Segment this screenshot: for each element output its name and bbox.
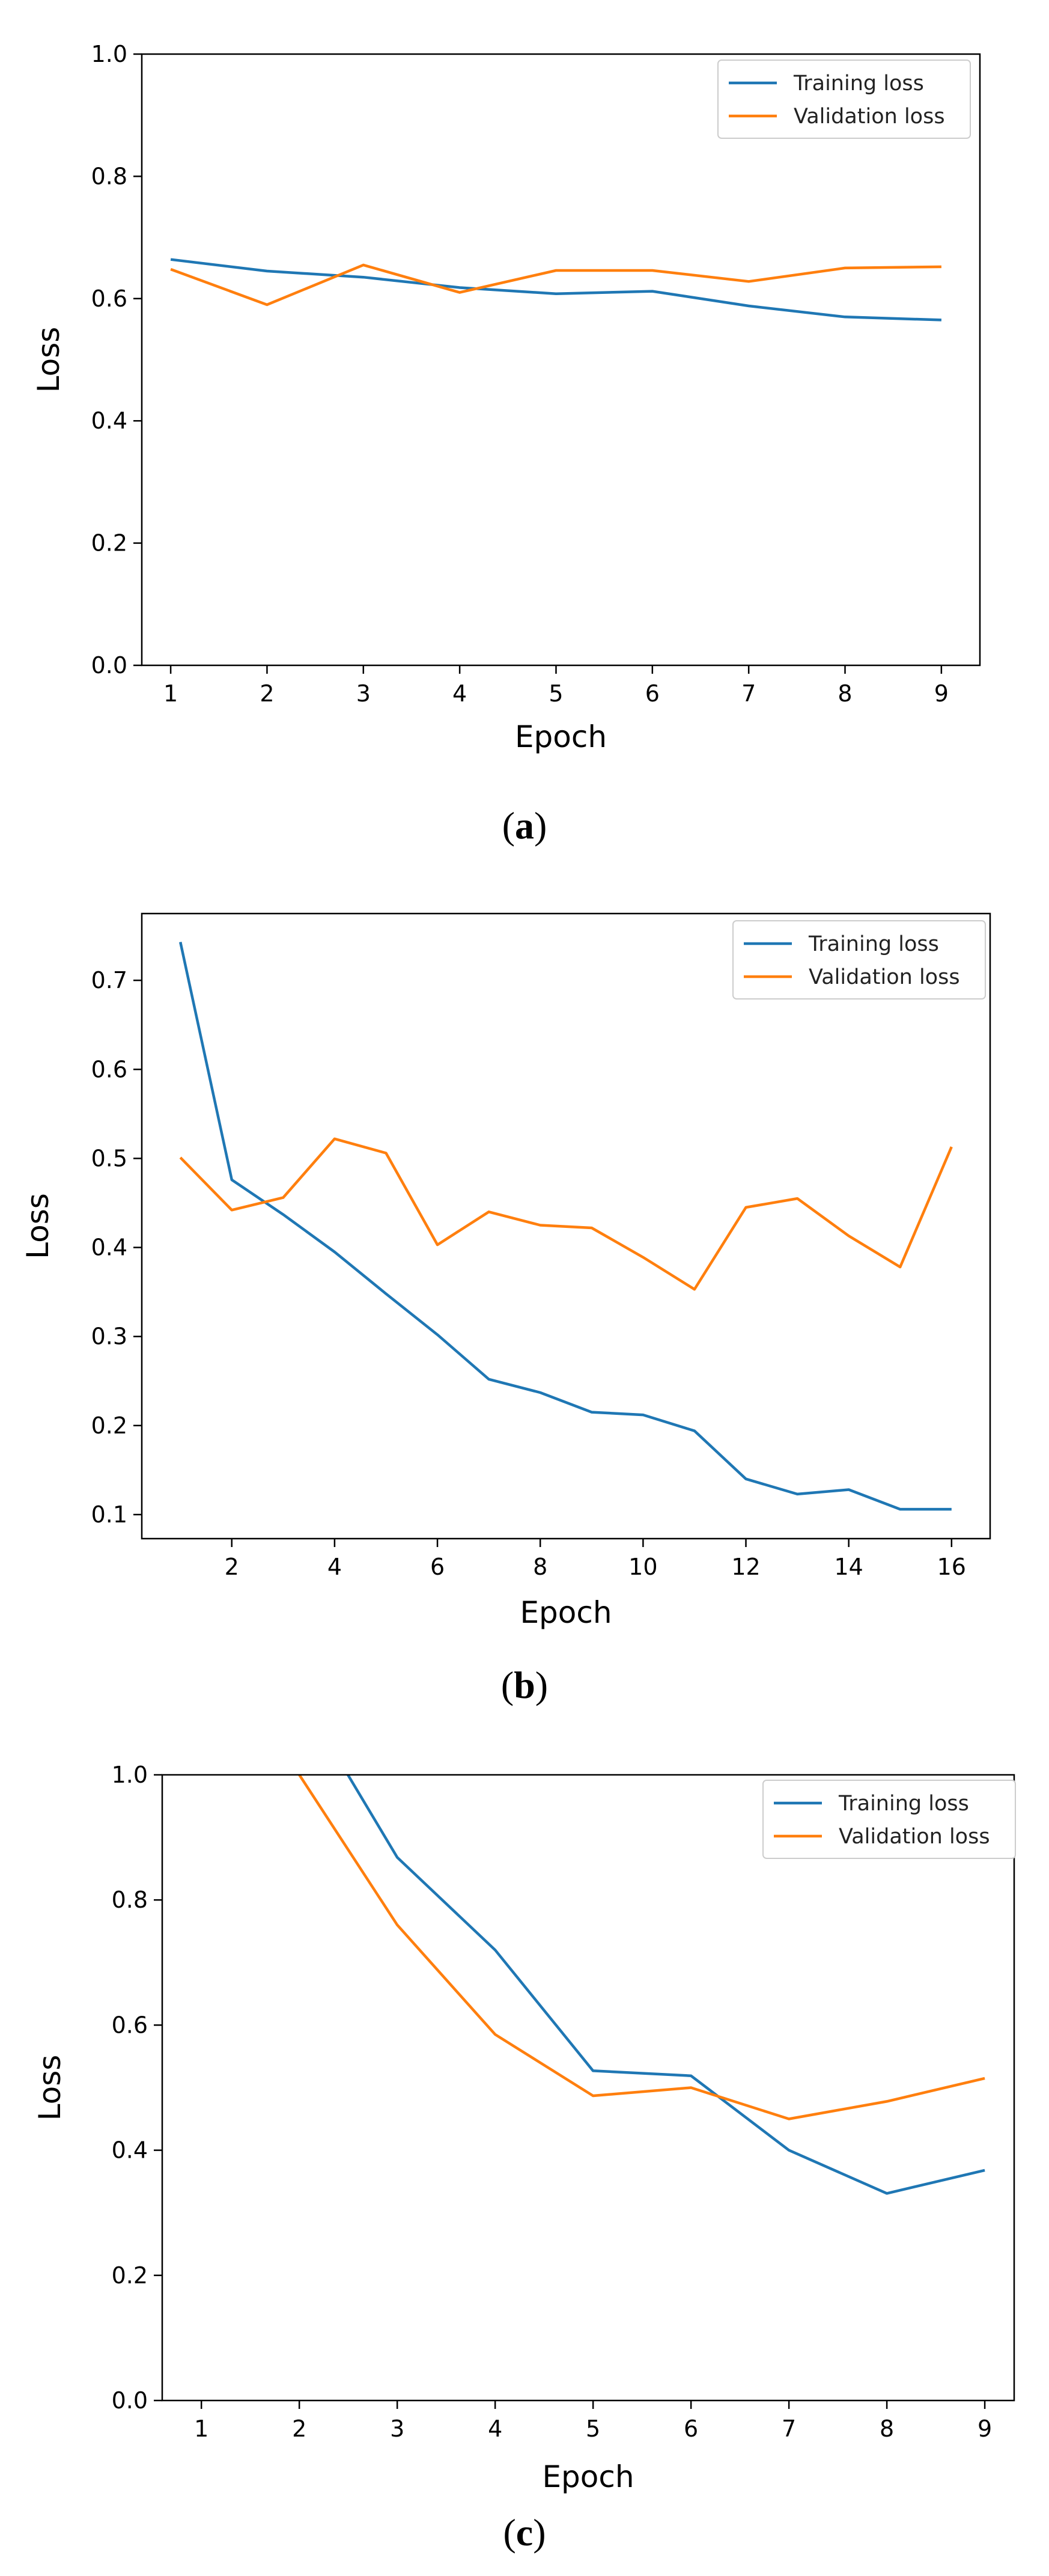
- y-tick-label: 0.2: [91, 530, 127, 557]
- x-tick-label: 2: [292, 2416, 306, 2442]
- x-tick-label: 8: [838, 680, 852, 707]
- y-tick-label: 0.6: [91, 285, 127, 312]
- legend-box: [732, 920, 986, 1000]
- x-tick-label: 2: [260, 680, 274, 707]
- legend-label-training-loss: Training loss: [838, 1792, 969, 1816]
- chart-panel-a: 1 2 3 4 5 6 7 8 9 0.0 0.2 0.4 0.6 0.8 1.0 Epoch Loss Trai…: [0, 0, 1049, 853]
- x-axis-label: Epoch: [520, 1595, 612, 1630]
- x-tick-label: 5: [549, 680, 563, 707]
- y-tick-label: 1.0: [91, 41, 127, 67]
- chart-panel-c: 1 2 3 4 5 6 7 8 9 0.0 0.2 0.4 0.6 0.8 1.0 Epoch Loss Trai…: [0, 1707, 1049, 2576]
- y-tick-label: 0.0: [112, 2387, 148, 2414]
- legend-label-validation-loss: Validation loss: [809, 965, 960, 989]
- series-line-training-loss: [346, 1775, 985, 2195]
- legend: Training loss Validation loss: [717, 60, 971, 139]
- x-tick-label: 9: [978, 2416, 992, 2442]
- legend-label-training-loss: Training loss: [793, 72, 924, 96]
- x-tick-label: 6: [645, 680, 660, 707]
- x-tick-label: 16: [937, 1554, 966, 1580]
- y-tick-label: 0.4: [91, 1235, 127, 1261]
- x-tick-label: 6: [430, 1554, 445, 1580]
- y-tick-label: 0.2: [91, 1412, 127, 1439]
- legend-box: [717, 60, 971, 139]
- x-tick-label: 9: [934, 680, 949, 707]
- x-tick-label: 8: [880, 2416, 894, 2442]
- panel-caption: (a): [502, 804, 547, 847]
- x-tick-label: 4: [327, 1554, 342, 1580]
- y-tick-label: 0.8: [91, 163, 127, 189]
- x-tick-label: 6: [684, 2416, 698, 2442]
- x-tick-label: 7: [782, 2416, 796, 2442]
- loss-chart-a: 1 2 3 4 5 6 7 8 9 0.0 0.2 0.4 0.6 0.8 1.0 Epoch Loss Trai…: [31, 41, 981, 847]
- panel-caption: (b): [501, 1664, 548, 1706]
- series-line-validation-loss: [179, 1137, 953, 1291]
- panel-caption: (c): [503, 2511, 546, 2554]
- plot-frame: [161, 1774, 1015, 2402]
- series-line-training-loss: [179, 941, 952, 1511]
- x-tick-label: 2: [225, 1554, 239, 1580]
- y-tick-label: 0.2: [112, 2262, 148, 2289]
- y-axis-label: Loss: [32, 2055, 67, 2121]
- loss-chart-b: 2 4 6 8 10 12 14 16 0.1 0.2 0.3 0.4 0.5 0.6 0.7 Epoch Lo…: [20, 912, 991, 1706]
- y-tick-label: 0.6: [112, 2012, 148, 2038]
- y-tick-label: 0.1: [91, 1501, 127, 1528]
- y-tick-label: 0.8: [112, 1887, 148, 1913]
- legend-label-validation-loss: Validation loss: [839, 1825, 990, 1849]
- y-axis-label: Loss: [20, 1193, 55, 1259]
- y-tick-label: 0.5: [91, 1145, 127, 1171]
- y-tick-label: 0.6: [91, 1056, 127, 1082]
- y-tick-label: 1.0: [112, 1762, 148, 1788]
- x-tick-label: 3: [356, 680, 371, 707]
- x-tick-label: 7: [741, 680, 756, 707]
- x-tick-label: 12: [731, 1554, 760, 1580]
- plot-frame: [141, 912, 991, 1540]
- y-tick-label: 0.7: [91, 967, 127, 993]
- x-tick-label: 14: [834, 1554, 863, 1580]
- x-tick-label: 8: [533, 1554, 547, 1580]
- y-tick-label: 0.4: [112, 2137, 148, 2164]
- series-line-training-loss: [170, 258, 941, 322]
- y-axis-label: Loss: [31, 327, 66, 393]
- x-tick-label: 3: [390, 2416, 404, 2442]
- loss-chart-c: 1 2 3 4 5 6 7 8 9 0.0 0.2 0.4 0.6 0.8 1.0 Epoch Loss Trai…: [32, 1762, 1016, 2554]
- plot-frame: [141, 53, 981, 667]
- chart-panel-b: 2 4 6 8 10 12 14 16 0.1 0.2 0.3 0.4 0.5 0.6 0.7 Epoch Lo…: [0, 853, 1049, 1707]
- y-tick-label: 0.4: [91, 407, 127, 434]
- legend: Training loss Validation loss: [762, 1780, 1016, 1859]
- x-axis-label: Epoch: [515, 719, 607, 754]
- y-tick-label: 0.3: [91, 1323, 127, 1350]
- x-tick-label: 5: [586, 2416, 600, 2442]
- y-tick-label: 0.0: [91, 652, 127, 679]
- x-tick-label: 10: [628, 1554, 657, 1580]
- x-tick-label: 1: [194, 2416, 208, 2442]
- legend-label-training-loss: Training loss: [808, 932, 939, 956]
- x-axis-label: Epoch: [542, 2459, 634, 2494]
- legend-box: [762, 1780, 1016, 1859]
- x-tick-label: 1: [163, 680, 178, 707]
- x-tick-label: 4: [488, 2416, 502, 2442]
- x-tick-label: 4: [452, 680, 467, 707]
- series-line-validation-loss: [170, 263, 941, 307]
- legend: Training loss Validation loss: [732, 920, 986, 1000]
- series-line-validation-loss: [297, 1775, 985, 2120]
- legend-label-validation-loss: Validation loss: [794, 105, 945, 129]
